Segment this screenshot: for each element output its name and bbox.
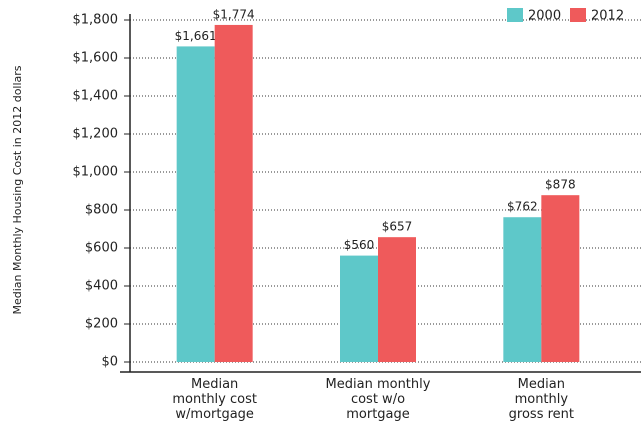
x-tick-label: Median monthly cost w/o mortgage	[326, 377, 431, 422]
y-tick-label: $800	[85, 203, 118, 218]
legend-label: 2000	[528, 9, 561, 24]
x-tick-label: Median monthly cost w/mortgage	[172, 377, 257, 422]
data-label: $560	[344, 238, 375, 252]
y-tick-label: $1,800	[73, 13, 119, 28]
bar	[378, 237, 416, 362]
y-tick-label: $1,000	[73, 165, 119, 180]
bar	[176, 46, 215, 362]
y-tick-label: $200	[85, 317, 118, 332]
y-tick-label: $400	[85, 279, 118, 294]
y-axis-label: Median Monthly Housing Cost in 2012 doll…	[11, 65, 24, 314]
y-tick-label: $1,200	[73, 127, 119, 142]
legend-swatch	[570, 8, 586, 22]
bar	[503, 217, 542, 362]
y-tick-label: $600	[85, 241, 118, 256]
data-label: $657	[382, 220, 413, 234]
y-tick-label: $1,400	[73, 89, 119, 104]
data-label: $762	[507, 200, 538, 214]
x-tick-label: Median monthly gross rent	[509, 377, 574, 422]
bar	[541, 195, 580, 362]
bar	[340, 255, 378, 362]
legend-label: 2012	[591, 9, 624, 24]
y-tick-label: $1,600	[73, 51, 119, 66]
y-tick-label: $0	[101, 355, 118, 370]
bar	[214, 24, 253, 362]
data-label: $1,661	[175, 29, 217, 43]
legend-swatch	[507, 8, 523, 22]
data-label: $1,774	[213, 7, 255, 21]
data-label: $878	[545, 178, 576, 192]
